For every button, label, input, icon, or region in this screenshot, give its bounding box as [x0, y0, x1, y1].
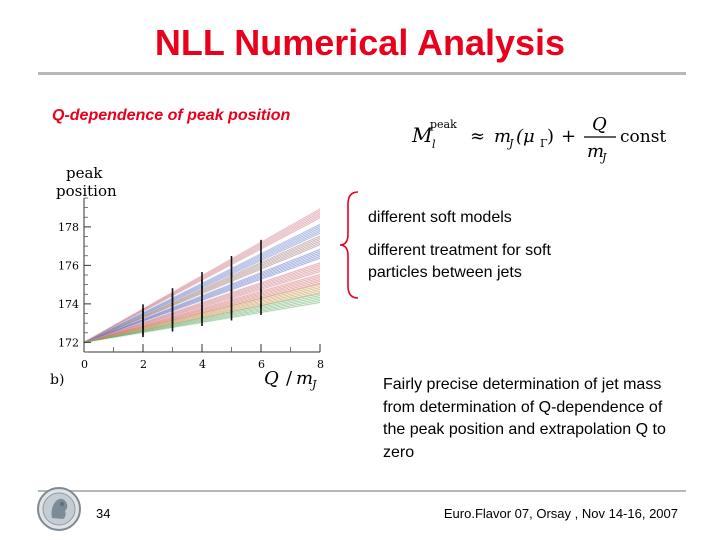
chart-axes: [83, 197, 321, 353]
slide-title: NLL Numerical Analysis: [154, 22, 566, 63]
x-axis-label-sub: J: [310, 378, 317, 391]
formula-mj-sub: J: [507, 137, 514, 150]
formula-mu-close: ): [547, 126, 554, 147]
annotation-soft-models: different soft models: [368, 209, 512, 226]
y-tick-label-172: 172: [58, 336, 79, 349]
x-axis-label-slash: /: [286, 368, 293, 389]
x-tick-label-6: 6: [258, 358, 265, 371]
formula-mu: (μ: [516, 126, 535, 147]
footer-text: Euro.Flavor 07, Orsay , Nov 14-16, 2007: [443, 506, 678, 521]
title-divider: [38, 72, 686, 75]
formula-numerator: Q: [592, 114, 607, 135]
formula-mu-sub: Γ: [540, 137, 548, 150]
formula-denominator: m: [587, 141, 604, 162]
x-tick-label-4: 4: [199, 358, 206, 371]
x-tick-label-0: 0: [81, 358, 88, 371]
conclusion-text: Fairly precise determination of jet mass…: [383, 376, 666, 461]
slide-subtitle: Q-dependence of peak position: [52, 107, 291, 124]
institute-seal-logo: [37, 487, 81, 531]
formula-approx: ≈: [470, 126, 485, 147]
y-tick-label-176: 176: [58, 259, 79, 272]
curly-brace-icon: [339, 191, 359, 299]
x-axis-label-q: Q: [264, 368, 279, 389]
y-axis-label-line2: position: [56, 182, 117, 200]
y-axis-label-line1: peak: [66, 164, 103, 182]
x-tick-label-8: 8: [317, 358, 324, 371]
annotation-soft-particles: different treatment for soft particles b…: [368, 242, 551, 281]
series-lines: [83, 208, 321, 343]
y-tick-label-174: 174: [58, 298, 79, 311]
peak-position-formula: M peak l ≈ m J (μ Γ ) + Q m J const: [411, 114, 666, 164]
formula-m-peak: M: [411, 123, 433, 147]
formula-sup-peak: peak: [430, 118, 457, 131]
footer-divider: [38, 490, 686, 492]
formula-denominator-sub: J: [600, 151, 607, 164]
tick-labels: 172 174 176 178 0 2 4 6 8: [58, 221, 324, 371]
formula-sub-l: l: [432, 138, 436, 151]
y-tick-label-178: 178: [58, 221, 79, 234]
page-number: 34: [96, 506, 111, 521]
x-tick-label-2: 2: [140, 358, 147, 371]
formula-mj: m: [494, 126, 511, 147]
peak-position-chart: peak position 172 174 176 178 0 2 4 6 8 b) Q / m…: [50, 164, 324, 391]
formula-plus: +: [561, 126, 576, 147]
x-axis-label-m: m: [296, 368, 313, 389]
panel-label: b): [50, 372, 64, 388]
formula-const: const: [620, 127, 666, 147]
